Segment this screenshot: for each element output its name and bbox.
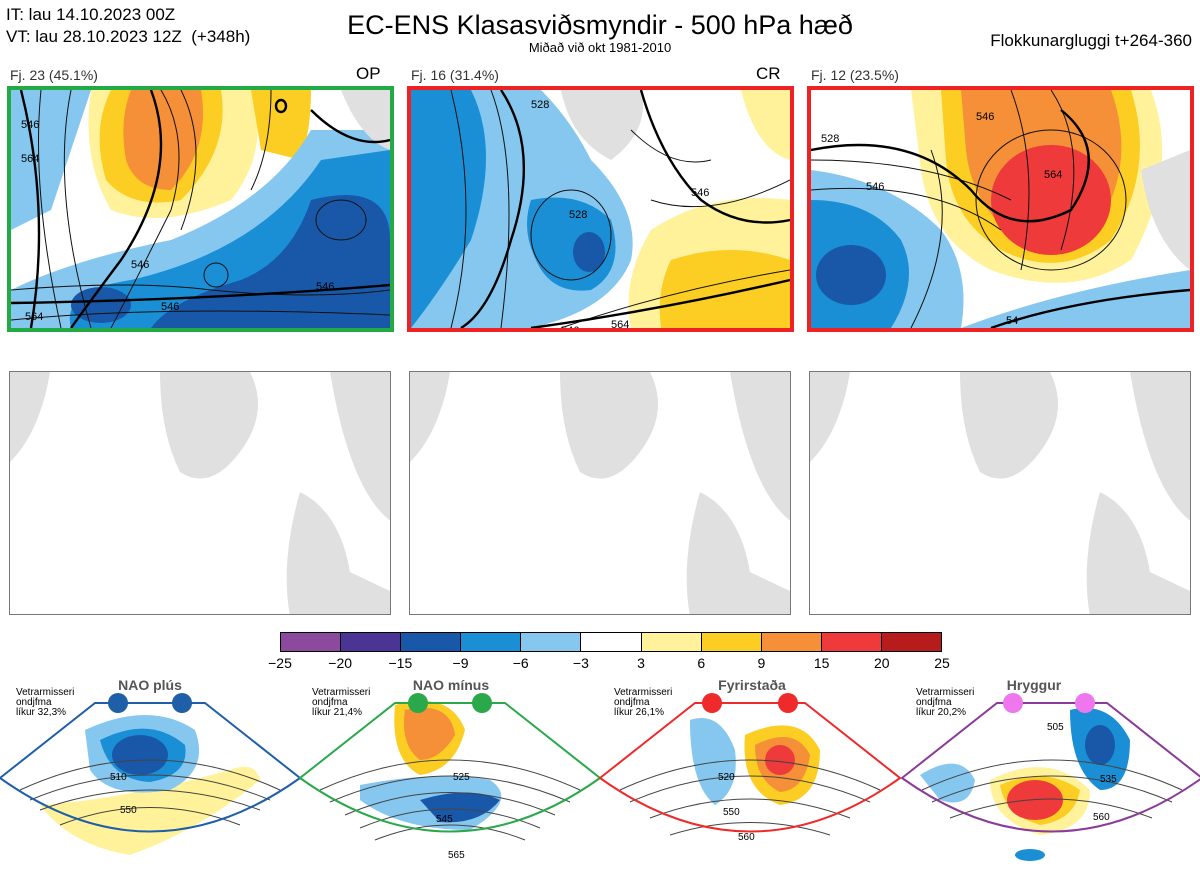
contour-label: 546	[866, 181, 884, 193]
empty-map-1	[9, 371, 391, 615]
regime-4-map: 505 535 560	[900, 693, 1200, 861]
colorbar-segment	[640, 633, 701, 651]
contour-label: 546	[21, 119, 39, 131]
colorbar-tick-label: 9	[757, 655, 766, 671]
contour-label: 546	[161, 301, 179, 313]
contour-label: 546	[976, 111, 994, 123]
anomaly-colorbar	[280, 632, 942, 652]
cluster-1-map: 546 564 546 546 564 546	[7, 86, 394, 332]
page-title: EC-ENS Klasasviðsmyndir - 500 hPa hæð	[347, 10, 853, 40]
regime-4-name: Hryggur	[1006, 677, 1062, 693]
regime-1-map: 510 550	[0, 693, 302, 855]
colorbar-segment	[580, 633, 641, 651]
colorbar-segment	[760, 633, 821, 651]
cluster-2-label: Fj. 16 (31.4%)	[411, 67, 499, 83]
regime-4-contour-label: 560	[1093, 812, 1110, 823]
colorbar-segment	[700, 633, 761, 651]
regime-2-stats: Vetrarmisseri ondjfma líkur 21,4%	[312, 687, 371, 718]
colorbar-tick-label: −6	[512, 655, 529, 671]
contour-label: 564	[21, 153, 39, 165]
header-info: IT: lau 14.10.2023 00Z VT: lau 28.10.2023…	[6, 4, 250, 48]
colorbar-segment	[520, 633, 581, 651]
contour-label: 546	[561, 325, 579, 328]
contour-label: 546	[131, 259, 149, 271]
colorbar-segment	[460, 633, 521, 651]
empty-map-2	[409, 371, 791, 615]
initial-time: IT: lau 14.10.2023 00Z	[6, 5, 176, 24]
cluster-2-tag: CR	[756, 64, 781, 83]
contour-label: 54	[1006, 315, 1018, 327]
page-subtitle: Miðað við okt 1981-2010	[528, 40, 672, 55]
valid-time: VT: lau 28.10.2023 12Z (+348h)	[6, 27, 251, 46]
colorbar-tick-label: 3	[637, 655, 645, 671]
colorbar-segment	[400, 633, 461, 651]
colorbar-segment	[880, 633, 942, 651]
regime-3-contour-label: 550	[723, 807, 740, 818]
regime-1-contour-label: 510	[110, 772, 127, 783]
cluster-2-map: 528 546 528 564 546	[407, 86, 794, 332]
cluster-3-label: Fj. 12 (23.5%)	[811, 67, 899, 83]
contour-label: 564	[611, 319, 629, 328]
regime-3-name: Fyrirstaða	[718, 677, 786, 693]
contour-label: 528	[821, 133, 839, 145]
cluster-1-tag: OP	[356, 64, 381, 83]
regime-2-name: NAO mínus	[412, 677, 490, 693]
regime-2-contour-label: 545	[436, 814, 453, 825]
regime-3-contour-label: 520	[718, 772, 735, 783]
contour-label: 564	[1044, 169, 1062, 181]
classification-window: Flokkunargluggi t+264-360	[990, 31, 1192, 50]
contour-label: 546	[316, 281, 334, 293]
colorbar-tick-label: 25	[934, 655, 950, 671]
regime-2-contour-label: 525	[453, 772, 470, 783]
colorbar-tick-label: 20	[874, 655, 890, 671]
cluster-1-label: Fj. 23 (45.1%)	[10, 67, 98, 83]
contour-label: 528	[569, 209, 587, 221]
regime-4-stats: Vetrarmisseri ondjfma líkur 20,2%	[916, 687, 975, 718]
regime-1-contour-label: 550	[120, 805, 137, 816]
colorbar-tick-label: 15	[813, 655, 830, 671]
contour-label: 564	[25, 311, 43, 323]
colorbar-tick-label: −25	[268, 655, 292, 671]
colorbar-tick-label: 6	[697, 655, 706, 671]
cluster-3-map: 528 546 546 564 54	[807, 86, 1194, 332]
regime-3-contour-label: 560	[738, 832, 755, 843]
colorbar-tick-label: −15	[388, 655, 413, 671]
regime-3-stats: Vetrarmisseri ondjfma líkur 26,1%	[614, 687, 673, 718]
empty-map-3	[809, 371, 1191, 615]
colorbar-tick-label: −3	[572, 655, 589, 671]
regime-2-map: 525 545 565	[298, 693, 602, 861]
regime-4-contour-label: 505	[1047, 722, 1064, 733]
regime-maps: 510 550 525 545 565 520 550 560	[0, 693, 1200, 861]
regime-1-name: NAO plús	[118, 677, 182, 693]
colorbar-segment	[340, 633, 401, 651]
regime-1-stats: Vetrarmisseri ondjfma líkur 32,3%	[16, 687, 75, 718]
colorbar-segment	[820, 633, 881, 651]
regime-4-contour-label: 535	[1100, 774, 1117, 785]
contour-label: 546	[691, 187, 709, 199]
contour-label: 528	[531, 99, 549, 111]
regime-2-contour-label: 565	[448, 850, 465, 861]
colorbar-tick-label: −20	[328, 655, 353, 671]
colorbar-tick-label: −9	[452, 655, 469, 671]
regime-3-map: 520 550 560	[598, 693, 902, 843]
colorbar-segment	[281, 633, 341, 651]
